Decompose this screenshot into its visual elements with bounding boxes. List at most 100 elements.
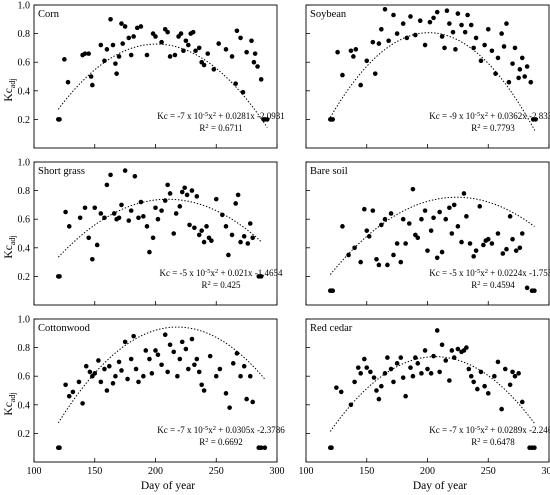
data-point [153,34,158,39]
data-point [235,192,241,198]
plot-frame [33,161,278,306]
data-point [171,231,177,236]
r-squared: R2​ = 0.6711 [199,123,242,133]
data-point [141,214,146,219]
data-point [83,363,89,369]
data-point [258,77,264,82]
data-point [187,222,192,228]
data-point [376,41,382,46]
y-tick-label: 0.2 [18,429,31,440]
y-tick-label: 0.2 [18,272,31,283]
data-point [102,366,107,372]
data-point [153,205,158,211]
data-point [410,373,416,379]
data-point [86,235,91,241]
data-point [459,22,464,28]
data-point [374,388,379,393]
data-point [252,51,258,56]
data-point [104,47,110,52]
data-point [98,42,104,48]
data-point [119,21,124,26]
data-point [229,54,235,59]
data-point [155,352,161,358]
data-point [175,373,180,379]
data-point [209,238,214,243]
data-point [92,205,98,211]
data-point [216,41,221,46]
data-point [528,79,534,85]
data-point [147,249,152,255]
data-point [199,382,204,388]
data-point [379,27,384,32]
data-point [201,388,207,393]
data-point [247,373,253,379]
trendline [57,198,262,258]
x-tick-label: 200 [148,466,163,477]
y-axis-label-main: Kc [3,245,15,258]
data-point [351,54,356,59]
data-point [499,31,504,36]
data-point [120,41,125,46]
data-point [131,333,136,339]
data-point [465,12,470,18]
data-point [136,379,141,385]
data-point [461,191,467,196]
data-point [410,186,416,192]
data-point [182,185,187,191]
data-point [485,27,491,32]
y-tick-label: 0.6 [18,215,31,226]
data-point [382,371,388,376]
data-point [434,9,440,15]
data-point [98,379,104,385]
data-point [437,209,442,215]
y-axis-label-sub: adj [8,235,17,245]
data-point [368,369,373,375]
x-tick-label: 200 [420,466,435,477]
data-point [517,67,523,72]
data-point [519,231,525,236]
data-point [398,259,404,265]
data-point [184,192,190,198]
data-point [250,399,255,405]
data-point [213,373,219,379]
data-point [104,182,110,188]
data-point [507,214,513,219]
data-point [207,353,213,359]
data-point [415,235,421,241]
data-point [177,356,183,362]
data-point [238,239,243,245]
data-point [183,346,189,352]
data-point [119,202,124,208]
data-point [502,366,508,372]
data-point [415,361,421,366]
x-axis-ticks: 100 150 200 250 300 [299,458,550,477]
data-point [385,355,390,360]
x-tick-label: 150 [87,466,102,477]
regression-equation: Kc = -5 x 10-5​x2​ + 0.021x -1.4654 [159,268,283,278]
data-point [141,373,146,379]
data-point [147,356,152,362]
data-point [149,371,155,376]
data-point [62,57,67,62]
data-point [532,445,537,451]
data-point [510,236,515,242]
x-axis-ticks: 100 150 200 250 300 [27,458,285,477]
y-tick-label: 0.8 [18,343,31,354]
data-point [428,371,434,376]
data-point [329,445,334,451]
data-point [90,256,95,262]
x-tick-label: 300 [270,466,285,477]
data-points [328,6,538,122]
data-point [98,211,104,216]
data-point [453,47,458,52]
r-squared: R2​ = 0.7793 [471,123,515,133]
y-axis-label-sub: adj [8,392,17,402]
data-points [328,328,537,451]
data-point [439,342,445,348]
data-point [165,182,170,188]
data-point [181,48,186,54]
data-point [524,285,530,291]
data-point [128,356,134,362]
x-axis-ticks [305,144,550,148]
data-point [255,64,260,69]
